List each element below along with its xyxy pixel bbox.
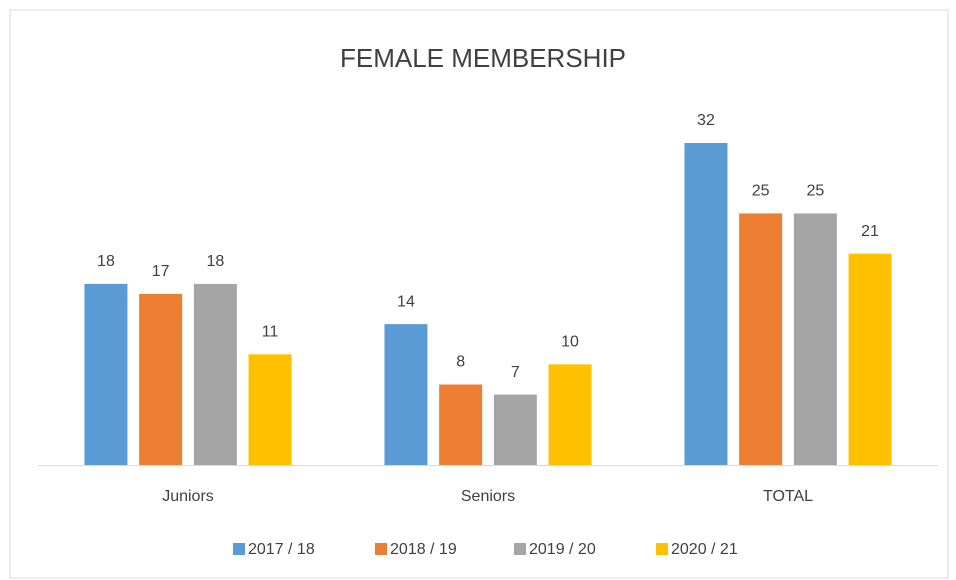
bar <box>848 253 892 465</box>
legend-label: 2020 / 21 <box>671 541 738 558</box>
chart-title: FEMALE MEMBERSHIP <box>340 43 626 73</box>
legend-swatch <box>514 543 526 555</box>
bar <box>193 283 237 465</box>
data-label: 25 <box>806 183 824 200</box>
data-label: 25 <box>752 183 770 200</box>
bar <box>684 143 728 465</box>
bar <box>548 364 592 465</box>
x-tick-label: Juniors <box>162 488 214 505</box>
legend-label: 2018 / 19 <box>390 541 457 558</box>
x-tick-label: TOTAL <box>763 488 813 505</box>
data-label: 18 <box>206 253 224 270</box>
data-label: 11 <box>262 324 279 341</box>
bar <box>493 394 537 465</box>
data-label: 21 <box>861 223 879 240</box>
legend-swatch <box>233 543 245 555</box>
bar <box>739 213 783 465</box>
bar <box>384 324 428 465</box>
legend-swatch <box>656 543 668 555</box>
x-tick-label: Seniors <box>461 488 515 505</box>
bar <box>84 283 128 465</box>
data-label: 32 <box>697 112 715 129</box>
bar <box>139 293 183 465</box>
data-label: 18 <box>97 253 115 270</box>
bar <box>439 384 483 465</box>
data-label: 17 <box>152 263 170 280</box>
legend-swatch <box>375 543 387 555</box>
bar <box>248 354 292 465</box>
data-label: 10 <box>561 334 579 351</box>
legend-label: 2017 / 18 <box>248 541 315 558</box>
bar <box>793 213 837 465</box>
data-label: 14 <box>397 293 415 310</box>
legend-label: 2019 / 20 <box>529 541 596 558</box>
data-label: 7 <box>511 364 520 381</box>
data-label: 8 <box>456 354 465 371</box>
